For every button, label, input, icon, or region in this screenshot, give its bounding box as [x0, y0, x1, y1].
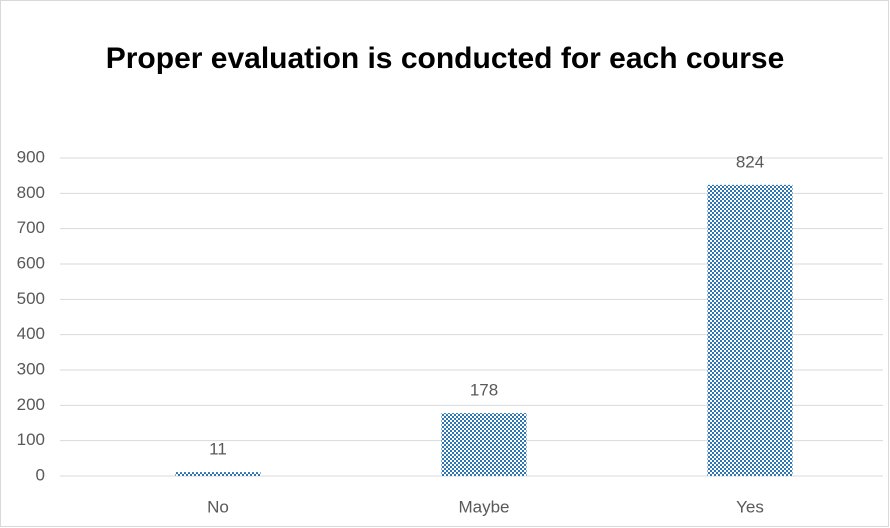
data-label: 824 — [736, 152, 764, 171]
y-tick-label: 600 — [17, 253, 45, 272]
y-tick-label: 200 — [17, 395, 45, 414]
y-tick-label: 800 — [17, 183, 45, 202]
data-label: 178 — [470, 381, 498, 400]
y-tick-label: 900 — [17, 147, 45, 166]
y-tick-label: 700 — [17, 218, 45, 237]
x-tick-label: No — [207, 497, 229, 516]
bar — [175, 472, 261, 476]
chart-title: Proper evaluation is conducted for each … — [105, 42, 785, 75]
bar — [441, 413, 527, 476]
x-tick-label: Yes — [736, 497, 764, 516]
y-tick-label: 500 — [17, 289, 45, 308]
y-tick-label: 100 — [17, 430, 45, 449]
y-tick-label: 0 — [36, 465, 45, 484]
y-tick-label: 300 — [17, 359, 45, 378]
bar — [707, 184, 793, 476]
y-tick-label: 400 — [17, 324, 45, 343]
x-tick-label: Maybe — [458, 497, 509, 516]
data-label: 11 — [209, 440, 227, 459]
